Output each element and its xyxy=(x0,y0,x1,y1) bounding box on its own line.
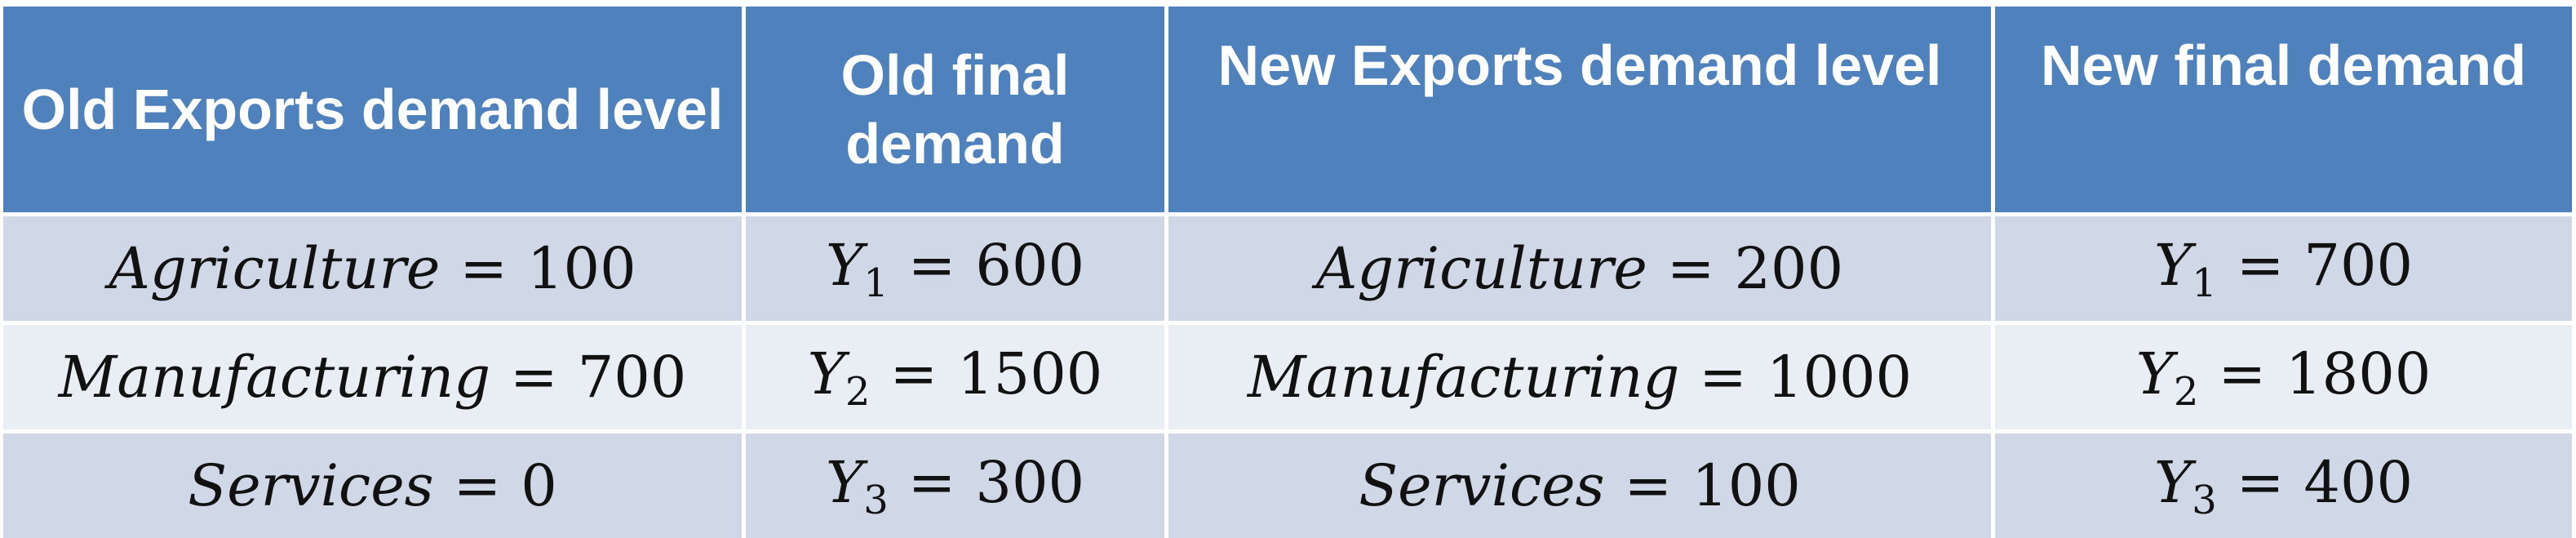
demand-table: Old Exports demand level Old final deman… xyxy=(3,7,2572,538)
cell-value: 200 xyxy=(1734,235,1844,302)
table-row: Services = 0 Y3 = 300 Services = 100 Y3 = 400 xyxy=(3,434,2572,538)
equals-sign: = xyxy=(2236,231,2285,299)
cell-value: 1500 xyxy=(957,340,1103,407)
cell-value: 100 xyxy=(527,235,636,302)
table-row: Agriculture = 100 Y1 = 600 Agriculture = 200 Y… xyxy=(3,216,2572,325)
table-row: Manufacturing = 700 Y2 = 1500 Manufacturing =… xyxy=(3,325,2572,434)
new-final-cell: Y3 = 400 xyxy=(1995,434,2572,538)
cell-value: 700 xyxy=(2303,231,2414,299)
old-export-cell: Manufacturing = 700 xyxy=(3,325,746,434)
variable: Y xyxy=(825,448,864,516)
header-old-exports-demand-level: Old Exports demand level xyxy=(3,7,746,216)
variable: Y xyxy=(2153,231,2192,299)
cell-value: 600 xyxy=(975,231,1085,299)
equals-sign: = xyxy=(453,452,502,519)
equals-sign: = xyxy=(459,235,508,302)
header-new-exports-demand-level: New Exports demand level xyxy=(1168,7,1995,216)
sector-label: Services xyxy=(1359,452,1605,519)
equals-sign: = xyxy=(1666,235,1715,302)
old-export-cell: Agriculture = 100 xyxy=(3,216,746,325)
header-old-final-demand: Old final demand xyxy=(746,7,1168,216)
cell-value: 0 xyxy=(521,452,557,519)
new-final-cell: Y2 = 1800 xyxy=(1995,325,2572,434)
variable-subscript: 3 xyxy=(863,477,889,523)
variable-subscript: 2 xyxy=(2173,368,2199,415)
variable-subscript: 2 xyxy=(845,368,871,415)
variable: Y xyxy=(825,231,864,299)
new-export-cell: Agriculture = 200 xyxy=(1168,216,1995,325)
sector-label: Manufacturing xyxy=(58,344,491,411)
equals-sign: = xyxy=(2236,448,2285,516)
cell-value: 400 xyxy=(2303,448,2414,516)
variable-subscript: 3 xyxy=(2192,477,2217,523)
variable: Y xyxy=(807,340,845,407)
equals-sign: = xyxy=(907,231,956,299)
variable-subscript: 1 xyxy=(2192,260,2217,306)
old-export-cell: Services = 0 xyxy=(3,434,746,538)
sector-label: Agriculture xyxy=(109,235,441,302)
header-new-final-demand: New final demand xyxy=(1995,7,2572,216)
cell-value: 300 xyxy=(975,448,1085,516)
header-row: Old Exports demand level Old final deman… xyxy=(3,7,2572,216)
variable-subscript: 1 xyxy=(863,260,889,306)
variable: Y xyxy=(2135,340,2174,407)
cell-value: 100 xyxy=(1691,452,1801,519)
cell-value: 1000 xyxy=(1766,344,1913,411)
sector-label: Manufacturing xyxy=(1247,344,1680,411)
equals-sign: = xyxy=(907,448,956,516)
new-export-cell: Services = 100 xyxy=(1168,434,1995,538)
equals-sign: = xyxy=(510,344,558,411)
sector-label: Agriculture xyxy=(1315,235,1647,302)
equals-sign: = xyxy=(1624,452,1673,519)
equals-sign: = xyxy=(2218,340,2267,407)
new-final-cell: Y1 = 700 xyxy=(1995,216,2572,325)
variable: Y xyxy=(2153,448,2192,516)
sector-label: Services xyxy=(188,452,434,519)
old-final-cell: Y3 = 300 xyxy=(746,434,1168,538)
new-export-cell: Manufacturing = 1000 xyxy=(1168,325,1995,434)
equals-sign: = xyxy=(889,340,938,407)
old-final-cell: Y1 = 600 xyxy=(746,216,1168,325)
equals-sign: = xyxy=(1699,344,1747,411)
old-final-cell: Y2 = 1500 xyxy=(746,325,1168,434)
cell-value: 1800 xyxy=(2286,340,2432,407)
cell-value: 700 xyxy=(577,344,687,411)
